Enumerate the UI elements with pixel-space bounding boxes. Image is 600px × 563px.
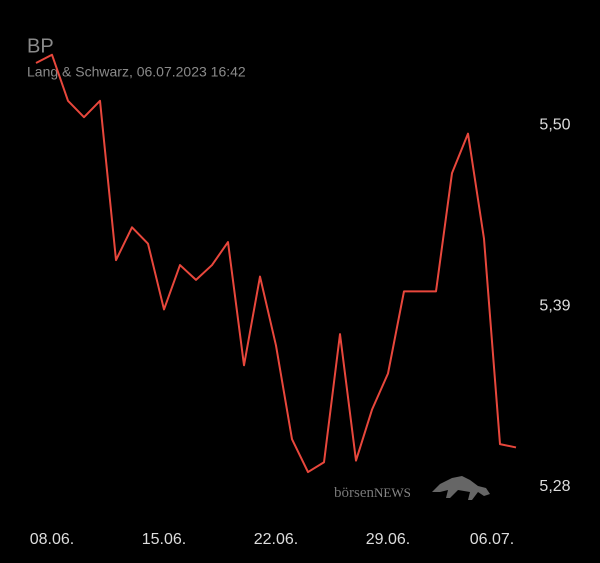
x-tick-label: 08.06. [30, 531, 74, 548]
x-tick-label: 22.06. [254, 531, 298, 548]
chart-subtitle: Lang & Schwarz, 06.07.2023 16:42 [27, 64, 246, 80]
x-tick-label: 06.07. [470, 531, 514, 548]
x-tick-label: 29.06. [366, 531, 410, 548]
chart-title: BP [27, 35, 54, 57]
watermark: börsenNEWS [334, 476, 490, 501]
watermark-bull [432, 476, 490, 500]
price-line [35, 53, 517, 474]
y-tick-label: 5,39 [539, 297, 570, 314]
x-tick-label: 15.06. [142, 531, 186, 548]
watermark-text: börsenNEWS [334, 485, 411, 501]
y-tick-label: 5,28 [539, 478, 570, 495]
y-tick-label: 5,50 [539, 117, 570, 134]
